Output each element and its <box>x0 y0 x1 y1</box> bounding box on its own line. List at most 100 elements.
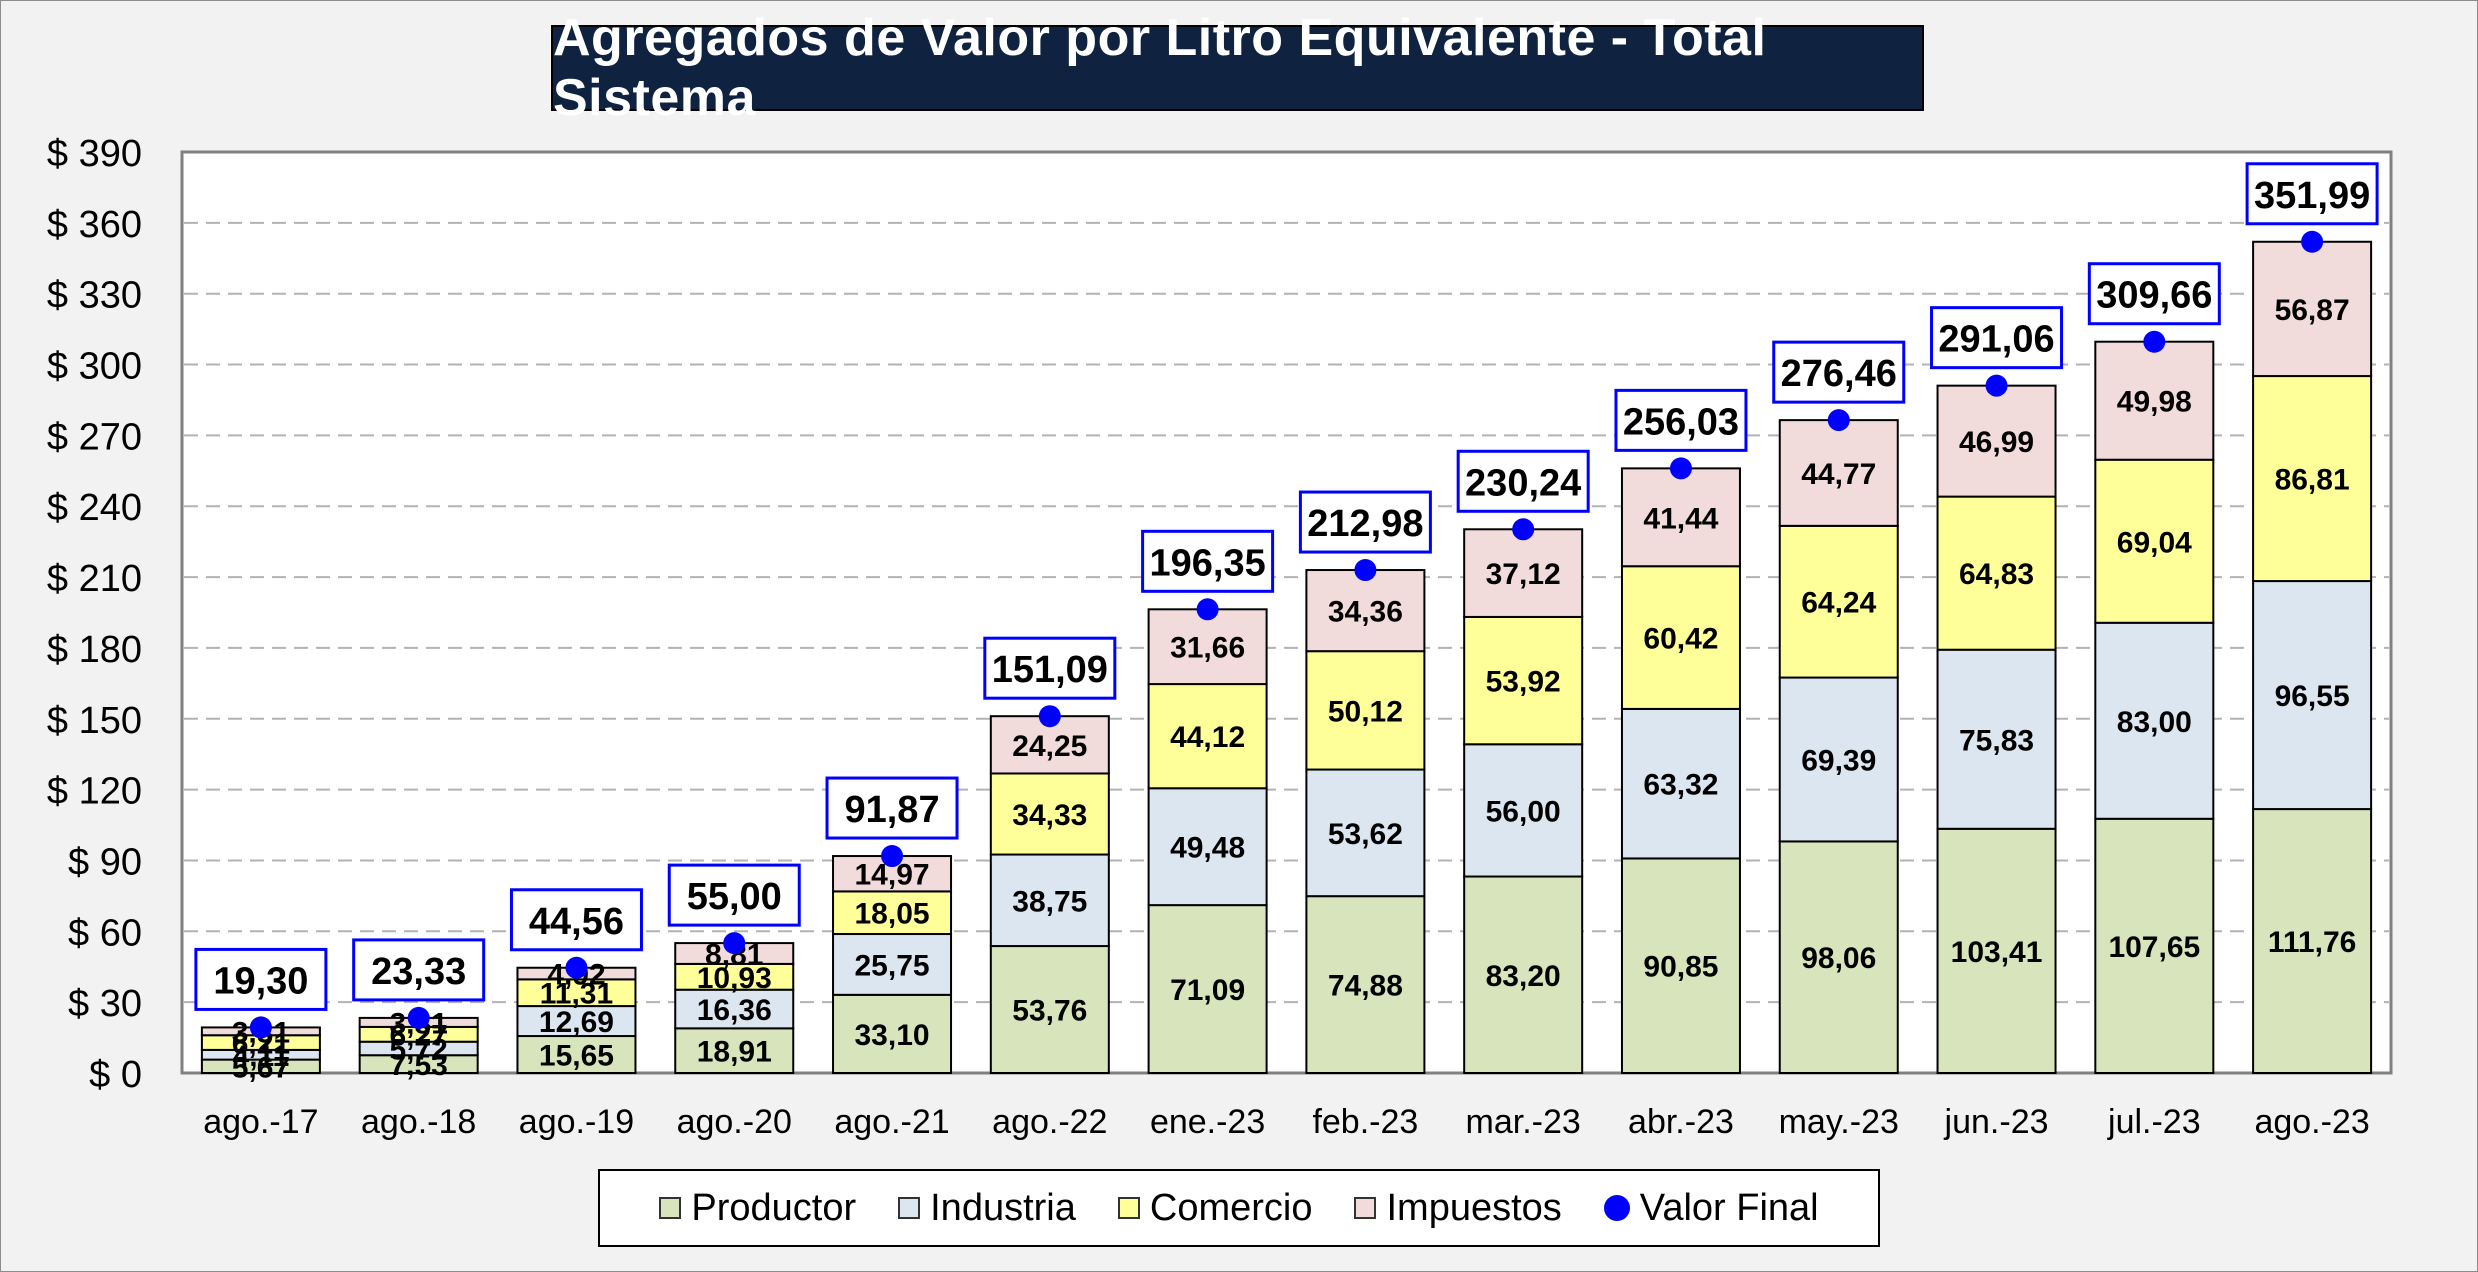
bar-segment-productor <box>674 1027 795 1074</box>
bar-segment-comercio <box>1305 650 1426 771</box>
valor-final-label: 196,35 <box>1149 542 1265 584</box>
y-tick-label: $ 150 <box>47 700 142 742</box>
data-label-productor: 15,65 <box>539 1040 614 1073</box>
bar-segment-comercio <box>516 978 637 1008</box>
legend-swatch-comercio <box>1117 1197 1140 1219</box>
x-axis-ticks: ago.-17 ago.-18 ago.-19 ago.-20 ago.-21 ago.-… <box>203 1103 2370 1141</box>
bar-segment-productor <box>1936 827 2057 1075</box>
y-tick-label: $ 90 <box>68 841 142 883</box>
legend-item-impuestos: Impuestos <box>1354 1186 1562 1230</box>
valor-final-label: 309,66 <box>2096 275 2212 317</box>
valor-final-label: 291,06 <box>1938 319 2054 361</box>
valor-final-label-box <box>1614 388 1748 452</box>
valor-final-point <box>565 956 588 979</box>
x-tick-label: ago.-22 <box>992 1103 1107 1141</box>
valor-final-label: 351,99 <box>2254 175 2370 217</box>
valor-final-label: 256,03 <box>1623 401 1739 443</box>
valor-final-point <box>881 845 904 868</box>
x-tick-label: jun.-23 <box>1944 1103 2049 1141</box>
valor-final-point <box>1354 559 1377 582</box>
data-label-industria: 75,83 <box>1959 724 2034 757</box>
bar-segment-productor <box>1778 840 1899 1075</box>
data-label-impuestos: 41,44 <box>1643 502 1718 535</box>
data-label-industria: 12,69 <box>539 1006 614 1039</box>
bar-segment-comercio <box>989 772 1110 856</box>
legend-dot-valor-final <box>1603 1195 1630 1221</box>
legend-item-productor: Productor <box>659 1187 856 1230</box>
legend-swatch-industria <box>898 1197 921 1219</box>
data-label-productor: 90,85 <box>1643 951 1718 984</box>
data-label-industria: 4,11 <box>233 1040 290 1073</box>
data-label-industria: 69,39 <box>1801 744 1876 777</box>
bar-segment-industria <box>832 933 953 996</box>
y-tick-label: $ 240 <box>47 487 142 529</box>
legend: Productor Industria Comercio Impuestos V… <box>598 1169 1880 1247</box>
data-label-productor: 33,10 <box>854 1019 929 1052</box>
valor-final-point <box>1985 374 2008 397</box>
data-label-industria: 53,62 <box>1328 818 1403 851</box>
bar-segment-industria <box>1147 787 1268 907</box>
x-tick-label: abr.-23 <box>1628 1103 1734 1141</box>
valor-final-point <box>2301 230 2324 253</box>
valor-final-label: 151,09 <box>992 649 1108 691</box>
legend-swatch-productor <box>659 1197 682 1219</box>
bar-segment-impuestos <box>1147 608 1268 686</box>
valor-final-label: 19,30 <box>213 960 308 1002</box>
x-tick-label: ago.-20 <box>677 1103 792 1141</box>
data-label-productor: 71,09 <box>1170 974 1245 1007</box>
data-label-industria: 63,32 <box>1643 769 1718 802</box>
x-tick-label: mar.-23 <box>1466 1103 1581 1141</box>
bar-segment-industria <box>989 853 1110 948</box>
valor-final-label-box <box>667 863 801 927</box>
valor-final-label-box <box>1141 529 1275 593</box>
data-label-productor: 107,65 <box>2108 931 2200 964</box>
data-label-comercio: 10,93 <box>697 962 772 995</box>
bar-segment-productor <box>1620 857 1741 1074</box>
chart-title: Agregados de Valor por Litro Equivalente… <box>553 9 1767 127</box>
bar-segment-comercio <box>832 890 953 936</box>
x-tick-label: ago.-17 <box>203 1103 318 1141</box>
y-tick-label: $ 300 <box>47 346 142 388</box>
legend-item-industria: Industria <box>898 1187 1076 1230</box>
bar-segment-comercio <box>1463 615 1584 746</box>
bar-segment-productor <box>1147 904 1268 1074</box>
data-label-productor: 111,76 <box>2268 926 2356 959</box>
bar-segment-impuestos <box>2094 340 2215 461</box>
x-tick-label: feb.-23 <box>1312 1103 1418 1141</box>
valor-final-point <box>1512 518 1535 541</box>
legend-label-productor: Productor <box>691 1186 857 1229</box>
bar-segment-industria <box>1936 648 2057 830</box>
bar-segment-comercio <box>2094 458 2215 624</box>
data-label-impuestos: 31,66 <box>1170 632 1245 665</box>
x-tick-label: may.-23 <box>1779 1103 1899 1141</box>
bar-segment-comercio <box>1936 495 2057 651</box>
valor-final-label-box <box>1930 306 2064 370</box>
y-tick-label: $ 0 <box>89 1054 142 1096</box>
legend-item-valor-final: Valor Final <box>1603 1187 1819 1230</box>
valor-final-markers: 19,30 23,33 44,56 55,00 91,87 151,09 196,35 212… <box>194 162 2379 1039</box>
data-label-productor: 18,91 <box>697 1036 772 1069</box>
valor-final-label: 276,46 <box>1781 353 1897 395</box>
data-label-impuestos: 49,98 <box>2117 386 2192 419</box>
valor-final-label: 91,87 <box>844 789 939 831</box>
y-tick-label: $ 360 <box>47 204 142 246</box>
valor-final-label-box <box>1456 449 1590 513</box>
legend-label-comercio: Comercio <box>1149 1186 1313 1229</box>
valor-final-label-box <box>983 636 1117 700</box>
y-tick-label: $ 30 <box>68 983 142 1025</box>
legend-item-comercio: Comercio <box>1117 1186 1313 1230</box>
bar-segment-comercio <box>1778 524 1899 679</box>
valor-final-label-box <box>509 888 643 952</box>
valor-final-label-box <box>1772 340 1906 404</box>
x-tick-label: ago.-21 <box>834 1103 949 1141</box>
x-tick-label: ago.-23 <box>2254 1103 2369 1141</box>
legend-label-impuestos: Impuestos <box>1386 1186 1562 1229</box>
valor-final-label: 44,56 <box>529 901 624 943</box>
data-label-industria: 83,00 <box>2117 706 2192 739</box>
bar-segment-industria <box>674 988 795 1030</box>
data-label-comercio: 50,12 <box>1328 695 1403 728</box>
bar-segment-impuestos <box>1305 569 1426 653</box>
bar-segment-productor <box>989 945 1110 1075</box>
valor-final-point <box>249 1016 272 1039</box>
